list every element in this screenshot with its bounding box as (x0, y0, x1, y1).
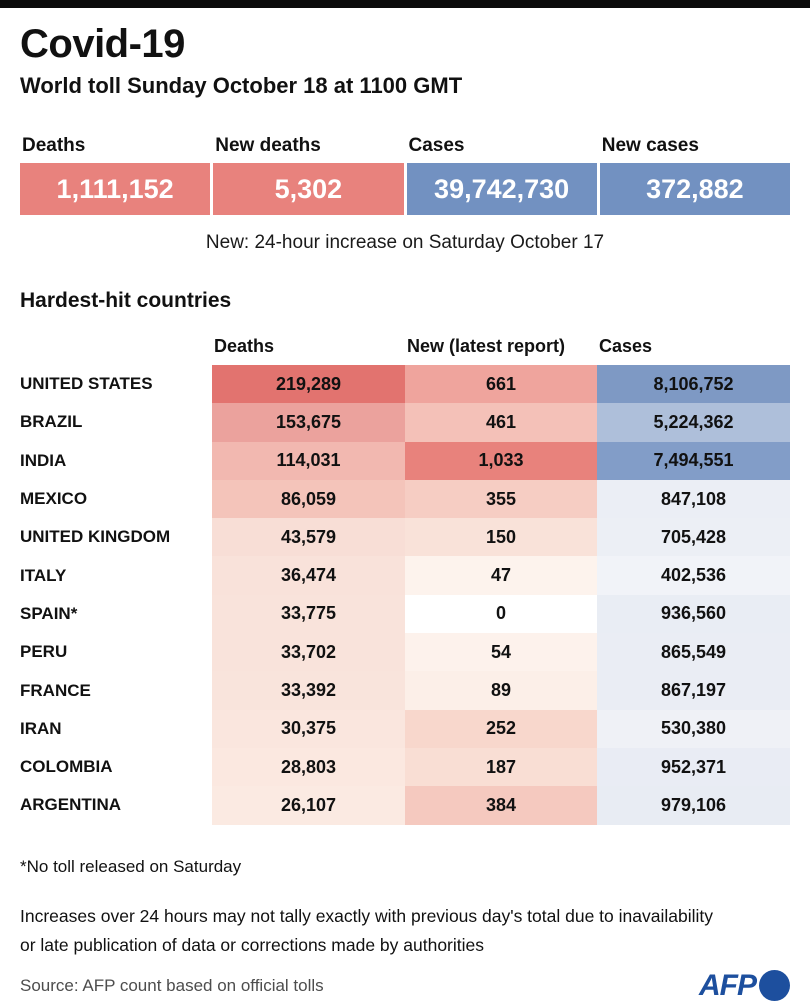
summary-label: New deaths (215, 135, 321, 156)
new-cell: 47 (405, 556, 597, 595)
summary-item: New deaths 5,302 (213, 135, 404, 215)
cases-cell: 8,106,752 (597, 365, 790, 404)
summary-label: Deaths (22, 135, 86, 156)
summary-boxes: Deaths 1,111,152 New deaths 5,302 Cases 39,74… (20, 135, 790, 215)
new-cell: 661 (405, 365, 597, 404)
summary-value-box: 372,882 (599, 163, 790, 215)
cases-cell: 705,428 (597, 518, 790, 557)
afp-logo-text: AFP (699, 968, 757, 1002)
summary-note: New: 24-hour increase on Saturday Octobe… (205, 232, 605, 253)
deaths-cell: 33,775 (212, 594, 405, 634)
summary-value-box: 39,742,730 (406, 163, 597, 215)
new-cell: 384 (405, 786, 597, 825)
new-cell: 89 (405, 671, 597, 710)
deaths-cell: 153,675 (212, 403, 405, 442)
new-cell: 461 (405, 403, 597, 442)
disclaimer: Increases over 24 hours may not tally ex… (20, 902, 790, 960)
top-accent-bar (0, 0, 810, 8)
summary-item: Cases 39,742,730 (406, 135, 597, 215)
new-cell: 150 (405, 518, 597, 557)
deaths-cell: 28,803 (212, 747, 405, 787)
country-label: ARGENTINA (20, 795, 122, 815)
country-label: SPAIN* (20, 603, 78, 623)
deaths-cell: 33,702 (212, 633, 405, 672)
cases-cell: 979,106 (597, 786, 790, 825)
page-title: Covid-19 (20, 22, 185, 66)
country-label: MEXICO (20, 489, 88, 509)
country-label: IRAN (20, 718, 62, 738)
table-header-row: Deaths New (latest report) Cases (20, 336, 790, 357)
country-label: PERU (20, 642, 68, 662)
afp-logo: AFP (699, 969, 790, 1003)
summary-value: 372,882 (646, 173, 744, 204)
cases-cell: 530,380 (597, 709, 790, 748)
summary-value: 1,111,152 (56, 173, 174, 204)
summary-value-box: 5,302 (213, 163, 404, 215)
hardest-hit-table: UNITED STATES 219,289 661 8,106,752 BRAZIL 15… (20, 365, 790, 825)
new-cell: 252 (405, 709, 597, 748)
new-cell: 187 (405, 747, 597, 787)
summary-item: Deaths 1,111,152 (20, 135, 211, 215)
new-cell: 355 (405, 479, 597, 519)
deaths-cell: 30,375 (212, 709, 405, 748)
summary-label: Cases (408, 135, 465, 156)
deaths-cell: 26,107 (212, 786, 405, 825)
deaths-cell: 114,031 (212, 441, 405, 480)
summary-value-box: 1,111,152 (20, 163, 211, 215)
disclaimer-line-2: or late publication of data or correctio… (20, 934, 485, 955)
source-row: Source: AFP count based on official toll… (20, 969, 790, 1003)
new-cell: 1,033 (405, 441, 597, 480)
summary-value: 5,302 (274, 173, 343, 204)
deaths-cell: 86,059 (212, 479, 405, 519)
cases-cell: 847,108 (597, 479, 790, 519)
cases-cell: 5,224,362 (597, 403, 790, 442)
summary-value: 39,742,730 (434, 173, 570, 204)
column-header-new: New (latest report) (407, 336, 566, 356)
column-header-deaths: Deaths (214, 336, 275, 356)
deaths-cell: 43,579 (212, 518, 405, 557)
cases-cell: 7,494,551 (597, 441, 790, 480)
disclaimer-line-1: Increases over 24 hours may not tally ex… (20, 905, 713, 926)
column-header-country (20, 336, 212, 357)
cases-cell: 865,549 (597, 633, 790, 672)
infographic: Covid-19 World toll Sunday October 18 at… (0, 22, 810, 1003)
footnote: *No toll released on Saturday (20, 856, 242, 876)
page-subtitle: World toll Sunday October 18 at 1100 GMT (20, 73, 463, 98)
afp-globe-icon (759, 970, 790, 1002)
new-cell: 0 (405, 594, 597, 634)
country-label: UNITED STATES (20, 374, 153, 394)
deaths-cell: 36,474 (212, 556, 405, 595)
new-cell: 54 (405, 633, 597, 672)
cases-cell: 936,560 (597, 594, 790, 634)
country-label: INDIA (20, 450, 67, 470)
country-label: UNITED KINGDOM (20, 527, 171, 547)
cases-cell: 402,536 (597, 556, 790, 595)
deaths-cell: 33,392 (212, 671, 405, 710)
summary-label: New cases (601, 135, 699, 156)
cases-cell: 867,197 (597, 671, 790, 710)
country-label: COLOMBIA (20, 757, 113, 777)
deaths-cell: 219,289 (212, 365, 405, 404)
column-header-cases: Cases (599, 336, 653, 356)
cases-cell: 952,371 (597, 747, 790, 787)
summary-item: New cases 372,882 (599, 135, 790, 215)
country-label: BRAZIL (20, 412, 83, 432)
country-label: FRANCE (20, 680, 91, 700)
hardest-hit-heading: Hardest-hit countries (20, 289, 232, 312)
country-label: ITALY (20, 565, 67, 585)
source-text: Source: AFP count based on official toll… (20, 975, 324, 995)
